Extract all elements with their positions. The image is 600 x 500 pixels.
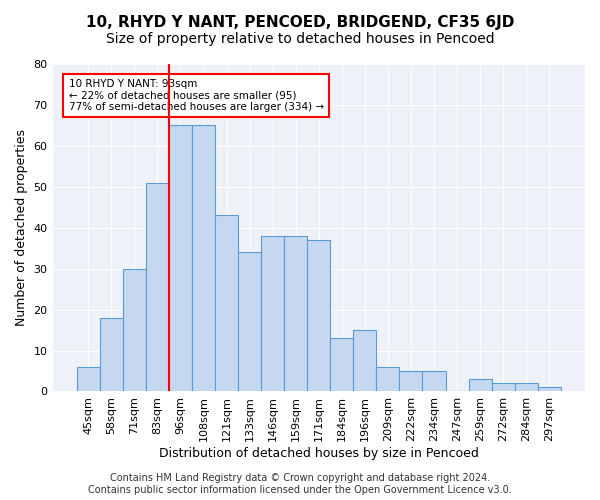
Text: 10, RHYD Y NANT, PENCOED, BRIDGEND, CF35 6JD: 10, RHYD Y NANT, PENCOED, BRIDGEND, CF35… — [86, 15, 514, 30]
Bar — [123, 268, 146, 392]
Bar — [146, 182, 169, 392]
Bar — [400, 371, 422, 392]
Bar — [515, 384, 538, 392]
Bar — [376, 367, 400, 392]
Text: 10 RHYD Y NANT: 93sqm
← 22% of detached houses are smaller (95)
77% of semi-deta: 10 RHYD Y NANT: 93sqm ← 22% of detached … — [68, 78, 323, 112]
Bar — [215, 216, 238, 392]
Text: Size of property relative to detached houses in Pencoed: Size of property relative to detached ho… — [106, 32, 494, 46]
Bar — [538, 388, 561, 392]
Bar — [307, 240, 330, 392]
Bar — [169, 126, 192, 392]
Bar — [261, 236, 284, 392]
Bar — [469, 379, 491, 392]
Y-axis label: Number of detached properties: Number of detached properties — [15, 129, 28, 326]
Text: Contains HM Land Registry data © Crown copyright and database right 2024.
Contai: Contains HM Land Registry data © Crown c… — [88, 474, 512, 495]
Bar — [284, 236, 307, 392]
Bar — [330, 338, 353, 392]
X-axis label: Distribution of detached houses by size in Pencoed: Distribution of detached houses by size … — [159, 447, 479, 460]
Bar — [422, 371, 446, 392]
Bar — [238, 252, 261, 392]
Bar — [353, 330, 376, 392]
Bar — [491, 384, 515, 392]
Bar — [192, 126, 215, 392]
Bar — [100, 318, 123, 392]
Bar — [77, 367, 100, 392]
